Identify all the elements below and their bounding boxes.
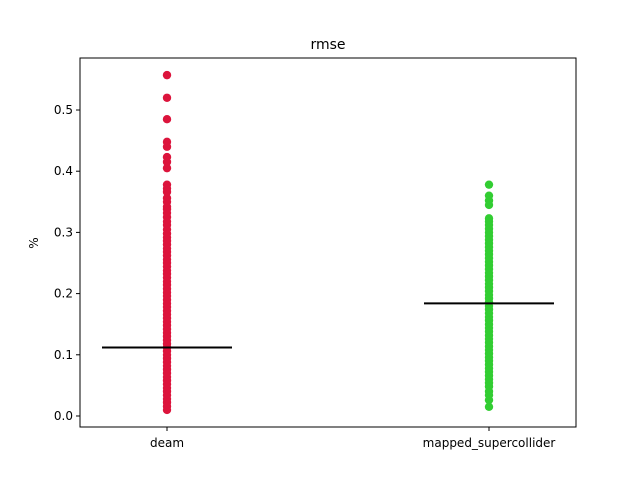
data-point [484,395,494,405]
data-point [162,157,172,167]
data-point [162,93,172,102]
data-point [162,405,172,415]
data-point [162,70,172,80]
x-tick-label: deam [150,436,184,450]
plot-frame [79,57,577,428]
data-point [162,142,172,151]
data-point [484,180,494,189]
chart-title: rmse [310,37,345,53]
y-tick-label: 0.5 [54,103,73,117]
data-point [162,114,172,124]
y-tick-label: 0.1 [54,348,73,362]
series-mapped_supercollider [484,180,494,412]
plot-area [102,70,554,415]
data-point [484,402,494,412]
y-tick-label: 0.0 [54,409,73,423]
x-tick-label: mapped_supercollider [423,436,556,450]
y-axis-label: % [27,237,41,248]
y-tick-label: 0.2 [54,287,73,301]
data-point [162,187,172,197]
data-point [162,163,172,173]
y-tick-label: 0.4 [54,164,73,178]
data-point [484,200,494,210]
series-deam [162,70,172,415]
y-tick-label: 0.3 [54,225,73,239]
